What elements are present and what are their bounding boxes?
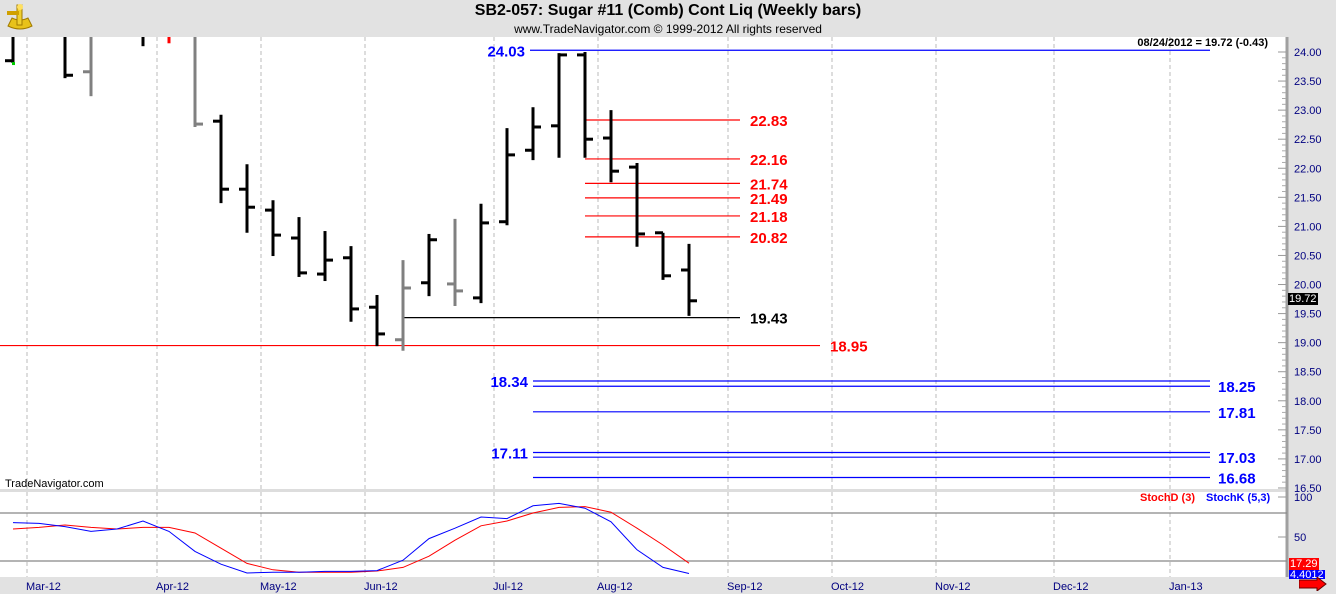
watermark-text: TradeNavigator.com [5,478,104,490]
x-tick-label: Nov-12 [935,581,970,593]
price-chart[interactable]: 24.0322.8322.1621.7421.4921.1820.8219.43… [0,0,1336,594]
x-tick-label: Oct-12 [831,581,864,593]
level-label: 21.18 [750,209,788,226]
x-tick-label: May-12 [260,581,297,593]
stochd-last-box: 17.29 [1289,558,1319,570]
x-tick-label: Apr-12 [156,581,189,593]
scroll-right-arrow-icon[interactable] [1299,577,1327,591]
y-tick-label: 20.00 [1294,280,1322,292]
level-label: 17.11 [491,446,528,463]
last-price-readout: 08/24/2012 = 19.72 (-0.43) [1137,37,1268,49]
x-tick-label: Sep-12 [727,581,762,593]
level-label: 18.34 [490,374,528,391]
level-label: 22.83 [750,113,788,130]
x-axis-band [0,577,1336,594]
x-tick-label: Dec-12 [1053,581,1088,593]
y-tick-label: 22.00 [1294,163,1322,175]
stoch-y-tick-label: 100 [1294,492,1312,504]
x-tick-label: Mar-12 [26,581,61,593]
x-tick-label: Jun-12 [364,581,398,593]
level-label: 22.16 [750,152,788,169]
level-label: 19.43 [750,311,788,328]
level-label: 18.95 [830,339,868,356]
y-tick-label: 18.50 [1294,367,1322,379]
plot-background [0,37,1287,577]
y-tick-label: 18.00 [1294,396,1322,408]
x-tick-label: Aug-12 [597,581,632,593]
x-tick-label: Jan-13 [1169,581,1203,593]
y-tick-label: 17.00 [1294,454,1322,466]
level-label: 17.03 [1218,450,1256,467]
y-tick-label: 17.50 [1294,425,1322,437]
legend-stochk: StochK (5,3) [1206,492,1271,504]
level-label: 16.68 [1218,471,1256,488]
y-tick-label: 24.00 [1294,47,1322,59]
last-price-box: 19.72 [1288,293,1318,305]
y-tick-label: 23.00 [1294,105,1322,117]
stoch-y-tick-label: 50 [1294,532,1306,544]
level-label: 21.49 [750,191,788,208]
y-tick-label: 20.50 [1294,250,1322,262]
level-label: 18.25 [1218,379,1256,396]
y-tick-label: 21.00 [1294,221,1322,233]
marker-dot [12,62,15,65]
y-tick-label: 22.50 [1294,134,1322,146]
level-label: 24.03 [487,43,525,60]
y-tick-label: 19.00 [1294,338,1322,350]
panel-separator[interactable] [0,489,1287,492]
legend-stochd: StochD (3) [1140,492,1195,504]
x-tick-label: Jul-12 [493,581,523,593]
y-tick-label: 19.50 [1294,309,1322,321]
y-tick-label: 23.50 [1294,76,1322,88]
level-label: 20.82 [750,230,788,247]
y-tick-label: 21.50 [1294,192,1322,204]
level-label: 17.81 [1218,405,1256,422]
